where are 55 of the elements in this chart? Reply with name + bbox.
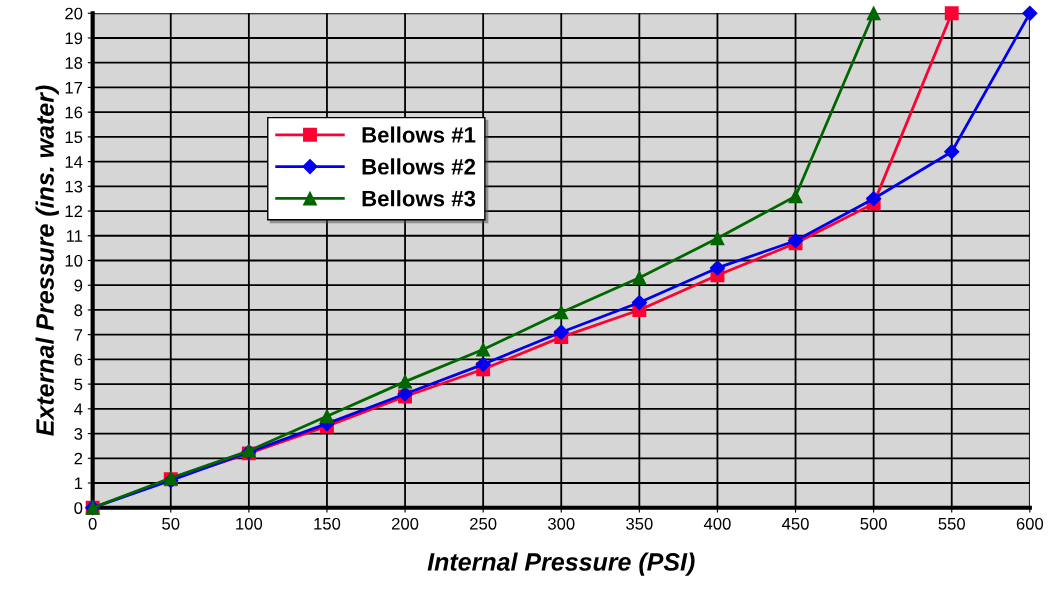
y-tick-label: 12 xyxy=(65,205,83,218)
y-tick-label: 6 xyxy=(74,353,83,366)
x-tick-label: 100 xyxy=(236,517,263,530)
point xyxy=(553,324,569,340)
x-tick-label: 350 xyxy=(626,517,653,530)
y-tick-label: 3 xyxy=(74,427,83,440)
y-tick-label: 15 xyxy=(65,131,83,144)
point xyxy=(709,260,726,276)
y-tick-label: 0 xyxy=(74,502,83,514)
y-tick-label: 9 xyxy=(74,279,83,292)
y-tick-label: 10 xyxy=(65,254,83,267)
x-tick-label: 150 xyxy=(314,517,341,530)
y-tick-label: 1 xyxy=(74,477,83,490)
y-tick-label: 17 xyxy=(65,82,83,94)
legend-label: Bellows #3 xyxy=(362,190,476,207)
point xyxy=(554,305,569,320)
point xyxy=(320,409,334,424)
y-tick-label: 11 xyxy=(66,230,83,242)
x-tick-label: 200 xyxy=(391,517,419,530)
x-axis-title: Internal Pressure (PSI) xyxy=(427,552,695,576)
point xyxy=(631,294,647,311)
x-tick-label: 500 xyxy=(860,517,887,530)
y-tick-label: 14 xyxy=(65,156,83,168)
x-tick-label: 450 xyxy=(782,517,809,530)
point xyxy=(710,231,725,246)
point xyxy=(476,342,491,357)
x-tick-label: 250 xyxy=(470,517,497,530)
x-tick-label: 50 xyxy=(162,517,180,530)
x-tick-label: 400 xyxy=(703,517,731,530)
y-tick-label: 20 xyxy=(65,7,83,20)
point xyxy=(632,270,647,285)
legend-label: Bellows #1 xyxy=(362,126,476,143)
point xyxy=(788,189,803,204)
y-tick-label: 18 xyxy=(65,57,83,69)
point xyxy=(944,6,959,21)
y-tick-label: 8 xyxy=(74,304,83,317)
y-tick-label: 13 xyxy=(65,180,83,193)
point xyxy=(866,191,882,207)
legend-label: Bellows #2 xyxy=(362,158,476,175)
point xyxy=(398,374,412,389)
y-tick-label: 5 xyxy=(74,378,83,391)
x-tick-label: 0 xyxy=(88,517,97,530)
y-tick-label: 4 xyxy=(74,403,83,415)
y-tick-label: 16 xyxy=(65,106,83,119)
y-axis-title: External Pressure (ins. water) xyxy=(35,85,59,436)
point xyxy=(475,356,491,372)
point xyxy=(1022,5,1038,21)
x-tick-label: 550 xyxy=(938,517,965,530)
x-tick-label: 600 xyxy=(1016,517,1044,530)
x-tick-label: 300 xyxy=(547,517,575,530)
point xyxy=(944,144,960,160)
y-tick-label: 7 xyxy=(74,329,83,341)
point xyxy=(866,6,881,21)
y-tick-label: 2 xyxy=(74,452,83,465)
y-tick-label: 19 xyxy=(65,32,83,45)
